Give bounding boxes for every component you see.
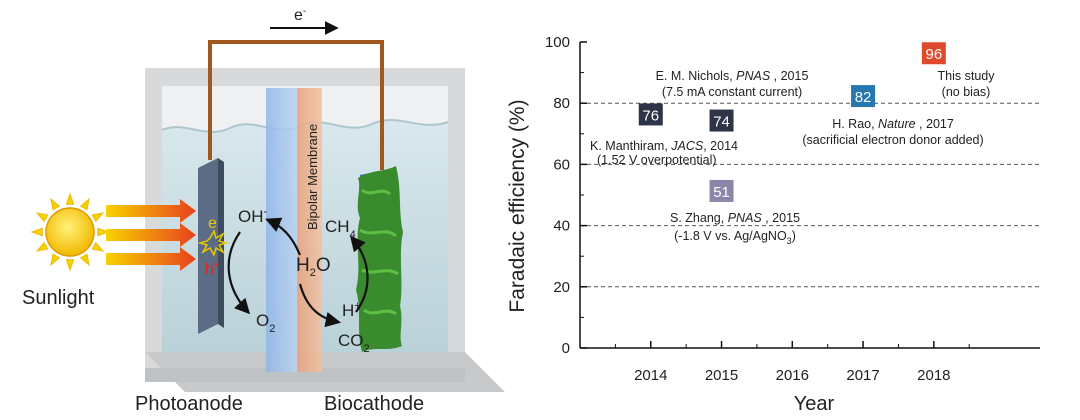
photoanode-edge [218, 158, 224, 328]
sun-ray-7 [35, 212, 49, 223]
sun-ray-2 [79, 253, 90, 267]
photoanode-label: Photoanode [135, 393, 243, 415]
data-point-96: 96 [921, 42, 946, 65]
svg-text:E. M. Nichols, PNAS , 2015: E. M. Nichols, PNAS , 2015 [656, 69, 809, 83]
axis-ticks: 0 20 40 60 80 100 2014 2015 2016 2017 2018 [545, 34, 970, 384]
data-point-82: 82 [851, 85, 876, 108]
data-point-74: 74 [709, 109, 734, 132]
data-point-value-82: 82 [855, 89, 872, 106]
sun-ray-6 [30, 227, 43, 237]
hydroxide-label: OH- [238, 206, 268, 226]
membrane-label: Bipolar Membrane [305, 124, 320, 230]
svg-text:(-1.8 V vs. Ag/AgNO3): (-1.8 V vs. Ag/AgNO3) [674, 229, 796, 246]
data-point-51: 51 [709, 179, 734, 202]
annotation-zhang: S. Zhang, PNAS , 2015 (-1.8 V vs. Ag/AgN… [670, 211, 800, 246]
y-tick-label-60: 60 [553, 156, 570, 173]
external-wire [208, 40, 384, 170]
oxygen-label: O2 [256, 311, 275, 335]
svg-text:H. Rao, Nature , 2017: H. Rao, Nature , 2017 [832, 117, 954, 131]
sun-ray-8 [50, 197, 61, 211]
methane-label: CH4 [325, 217, 356, 241]
annotation-manthiram: K. Manthiram, JACS, 2014 (1.52 V overpot… [590, 139, 738, 167]
water-split-arrow [265, 217, 302, 256]
sun-ray-10 [79, 197, 90, 211]
gridlines [580, 102, 1040, 288]
svg-text:S. Zhang, PNAS , 2015: S. Zhang, PNAS , 2015 [670, 211, 800, 225]
data-point-value-76: 76 [642, 107, 659, 124]
sun-ray-11 [91, 212, 105, 223]
proton-transfer-arrow [298, 283, 342, 328]
data-point-marker-96 [921, 42, 946, 65]
annotation-rao: H. Rao, Nature , 2017 (sacrificial elect… [802, 117, 983, 147]
y-tick-label-80: 80 [553, 95, 570, 112]
data-point-76: 76 [638, 103, 663, 126]
y-tick-label-40: 40 [553, 218, 570, 235]
x-tick-label-2014: 2014 [634, 367, 667, 384]
electron-label: e- [294, 6, 306, 24]
water-label: H2O [296, 255, 331, 279]
x-tick-label-2017: 2017 [846, 367, 879, 384]
svg-text:This study: This study [938, 69, 996, 83]
tank-front-rim [145, 368, 465, 382]
annotation-this-study: This study (no bias) [938, 69, 996, 99]
x-tick-label-2015: 2015 [705, 367, 738, 384]
biocathode-electrode [356, 166, 403, 352]
y-tick-label-20: 20 [553, 279, 570, 296]
excitation-star-icon [197, 229, 229, 257]
data-point-marker-76 [638, 103, 663, 126]
y-tick-label-0: 0 [562, 340, 570, 357]
sun-ray-9 [65, 192, 75, 205]
excited-electron-label: e [208, 215, 217, 232]
biocathode-label: Biocathode [324, 393, 424, 415]
sunlight-label: Sunlight [22, 287, 95, 309]
data-point-value-51: 51 [713, 184, 730, 201]
data-point-marker-82 [851, 85, 876, 108]
sun-ray-4 [50, 253, 61, 267]
oxidation-arrow [227, 231, 251, 315]
svg-text:K. Manthiram, JACS, 2014: K. Manthiram, JACS, 2014 [590, 139, 738, 153]
svg-text:(1.52 V overpotential): (1.52 V overpotential) [597, 153, 717, 167]
data-point-value-96: 96 [926, 46, 943, 63]
hole-label: h+ [205, 260, 220, 278]
sun-ray-0 [97, 227, 110, 237]
data-point-marker-51 [709, 179, 734, 202]
x-axis-label: Year [794, 393, 835, 415]
data-points: 76 74 51 82 96 [638, 42, 946, 202]
sun-ray-1 [91, 241, 105, 252]
co2-label: CO2 [338, 331, 370, 355]
svg-text:(no bias): (no bias) [942, 85, 991, 99]
x-tick-label-2018: 2018 [917, 367, 950, 384]
svg-text:(sacrificial electron donor ad: (sacrificial electron donor added) [802, 133, 983, 147]
sun-icon [30, 192, 110, 272]
schematic-panel: Bipolar Membrane e- Sunlight [22, 6, 505, 415]
chart-panel: 0 20 40 60 80 100 2014 2015 2016 2017 2018 76 74 51 8… [506, 34, 1040, 415]
data-point-value-74: 74 [713, 114, 730, 131]
data-point-marker-74 [709, 109, 734, 132]
y-axis-label: Faradaic efficiency (%) [506, 99, 529, 312]
photoanode-plate [198, 158, 218, 334]
annotation-nichols: E. M. Nichols, PNAS , 2015 (7.5 mA const… [656, 69, 809, 99]
sun-ray-5 [35, 241, 49, 252]
reduction-arrow [350, 235, 369, 313]
sun-ray-3 [65, 259, 75, 272]
x-tick-label-2016: 2016 [776, 367, 809, 384]
proton-label: H+ [342, 300, 361, 320]
light-beam-arrows [106, 199, 196, 271]
svg-text:(7.5 mA constant current): (7.5 mA constant current) [662, 85, 802, 99]
y-tick-label-100: 100 [545, 34, 570, 51]
